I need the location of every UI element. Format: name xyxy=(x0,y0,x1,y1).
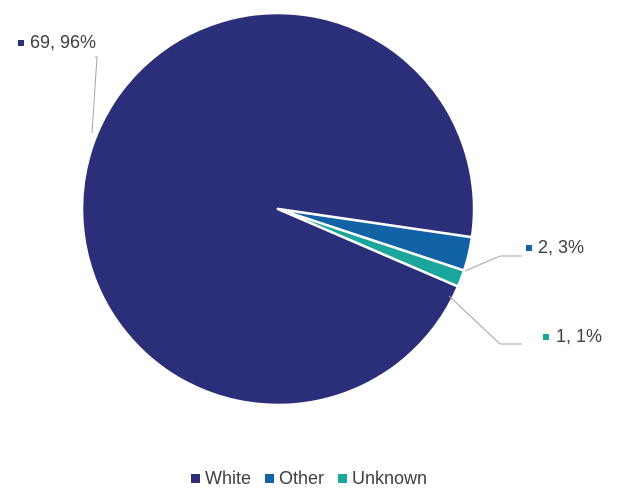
legend-swatch-other xyxy=(264,474,274,483)
legend-label-unknown: Unknown xyxy=(352,468,428,488)
leader-lines xyxy=(91,56,522,345)
data-label-unknown: 1, 1% xyxy=(556,326,602,346)
legend-item-other: Other xyxy=(264,468,324,489)
chart-legend: White Other Unknown xyxy=(0,468,618,489)
legend-label-other: Other xyxy=(278,468,324,488)
legend-swatch-unknown xyxy=(338,474,347,483)
leader-line-white xyxy=(91,56,98,134)
leader-line-other xyxy=(464,255,522,272)
legend-label-white: White xyxy=(204,468,251,488)
pie-slices xyxy=(80,11,476,407)
legend-item-unknown: Unknown xyxy=(338,468,427,489)
legend-item-white: White xyxy=(190,468,251,489)
data-label-marker-unknown xyxy=(543,334,549,340)
data-labels: 69, 96% 2, 3% 1, 1% xyxy=(18,32,602,346)
leader-line-unknown xyxy=(448,295,522,345)
pie-slice-unknown xyxy=(276,207,466,288)
data-label-other: 2, 3% xyxy=(538,237,584,257)
legend-swatch-white xyxy=(190,474,200,483)
data-label-white: 69, 96% xyxy=(30,32,96,52)
data-label-marker-white xyxy=(18,40,24,46)
data-label-marker-other xyxy=(526,245,532,251)
